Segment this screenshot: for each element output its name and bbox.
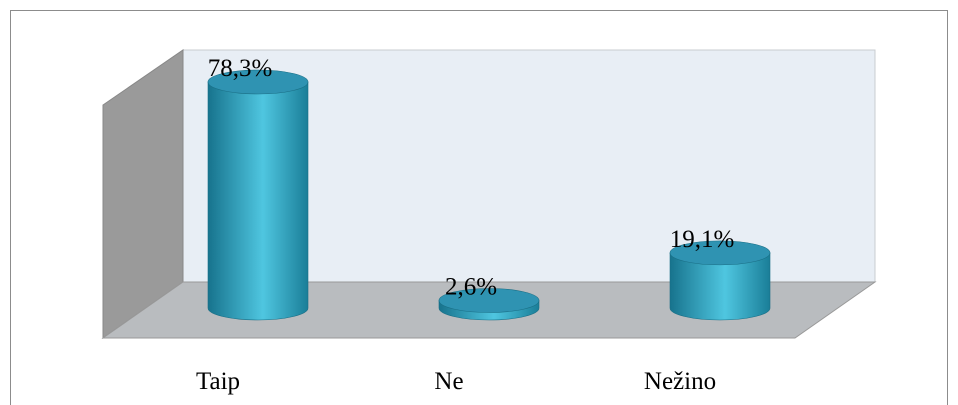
value-label: 2,6%	[445, 273, 497, 300]
cylinder-body	[669, 252, 771, 321]
cylinder	[669, 240, 771, 321]
cylinder	[438, 288, 540, 321]
cylinder-top	[669, 240, 771, 266]
value-label: 78,3%	[208, 55, 273, 82]
category-label: Taip	[196, 368, 240, 395]
cylinder-body	[207, 81, 309, 321]
cylinder-top	[438, 288, 540, 313]
cylinder-top	[207, 69, 309, 95]
value-label: 19,1%	[670, 226, 735, 253]
category-label: Ne	[434, 368, 463, 395]
cylinder	[207, 69, 309, 321]
category-label: Nežino	[644, 368, 716, 395]
